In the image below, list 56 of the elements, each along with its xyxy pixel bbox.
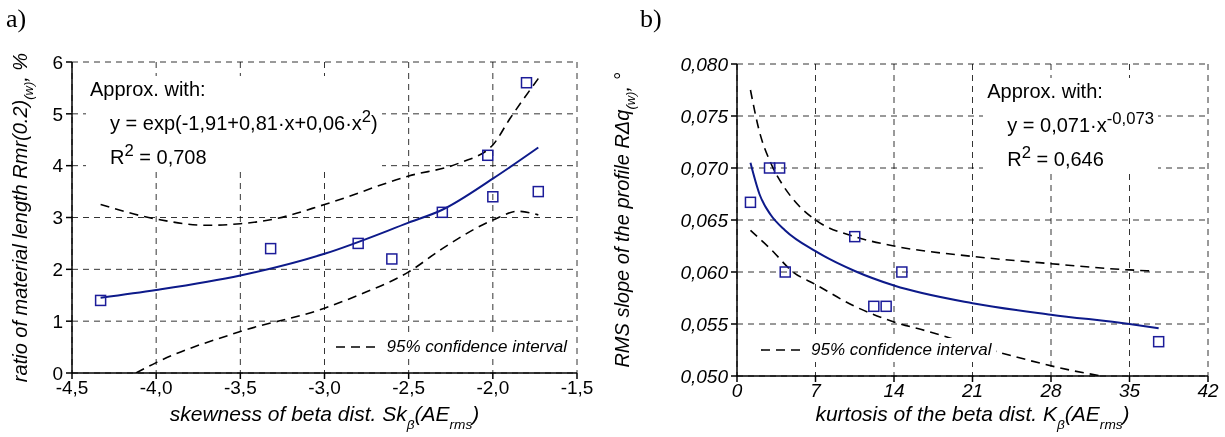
annotation: R$^{2}$ = 0,646 — [1006, 141, 1105, 172]
y-tick-label: 0,070 — [680, 157, 729, 179]
annotation: R$^{2}$ = 0,708 — [109, 139, 208, 170]
annotation: Approx. with: — [90, 77, 207, 102]
y-tick-label: 1 — [52, 310, 63, 332]
x-tick-label: 14 — [883, 380, 905, 402]
y-tick-label: 0,060 — [680, 261, 729, 283]
y-tick-label: 2 — [52, 259, 63, 281]
x-tick-label: -4,0 — [139, 377, 173, 399]
point — [880, 300, 892, 313]
x-tick-label: -2,5 — [392, 377, 426, 399]
x-tick-label: -2,0 — [476, 377, 510, 399]
x-tick-label: -3,0 — [308, 377, 341, 399]
legend-label: 95% confidence interval — [811, 340, 992, 360]
x-tick-label: 21 — [960, 380, 984, 402]
y-tick-label: 4 — [52, 155, 64, 177]
x-axis-title: skewness of beta dist. Sk$_{β}$(AE$_{rms}$) — [169, 402, 480, 432]
point — [744, 196, 757, 209]
y-tick-label: 0,055 — [680, 313, 729, 335]
point — [520, 76, 533, 89]
point — [386, 253, 398, 265]
annotation: y = 0,071·x$^{-0,073}$ — [1006, 108, 1154, 138]
x-tick-label: 0 — [731, 380, 743, 402]
point — [532, 185, 545, 198]
y-tick-label: 3 — [52, 207, 63, 229]
point — [436, 206, 449, 219]
y-tick-label: 0,065 — [680, 209, 729, 231]
annotation: Approx. with: — [987, 79, 1104, 104]
point — [896, 266, 908, 278]
point — [763, 162, 776, 174]
point — [1152, 335, 1165, 348]
x-tick-label: -3,5 — [223, 377, 257, 399]
point — [773, 162, 786, 174]
chart-title: b) — [640, 4, 662, 34]
x-tick-label: 35 — [1118, 380, 1141, 402]
point — [264, 242, 277, 255]
annotation: y = exp(-1,91+0,81·x+0,06·x$^{2}$) — [109, 106, 378, 136]
x-tick-label: 42 — [1197, 380, 1219, 402]
x-tick-label: -1,5 — [560, 377, 594, 399]
chart-title: a) — [6, 4, 27, 34]
point — [849, 230, 861, 243]
point — [94, 294, 107, 307]
x-tick-label: 7 — [810, 380, 823, 402]
y-tick-label: 0,075 — [680, 105, 729, 127]
point — [352, 237, 364, 250]
y-tick-label: 0,050 — [680, 365, 729, 387]
y-tick-label: 0,080 — [680, 53, 729, 75]
point — [868, 300, 880, 313]
legend-label: 95% confidence interval — [386, 337, 567, 357]
y-tick-label: 5 — [52, 103, 63, 125]
x-axis-title: kurtosis of the beta dist. K$_{β}$(AE$_{rms}$) — [815, 402, 1130, 432]
point — [779, 266, 791, 278]
point — [487, 191, 499, 203]
point — [482, 149, 494, 162]
x-tick-label: 28 — [1039, 380, 1062, 402]
y-tick-label: 6 — [52, 51, 63, 73]
